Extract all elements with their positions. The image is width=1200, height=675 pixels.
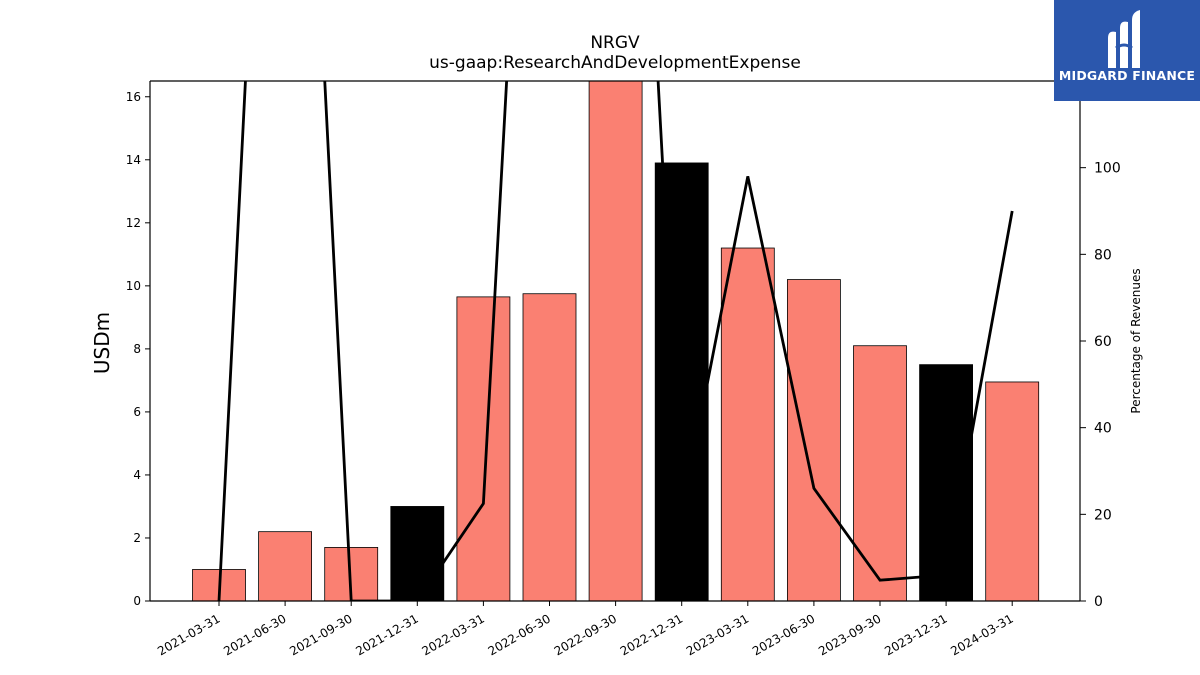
y2-tick-label: 60: [1094, 334, 1112, 350]
chart-title: NRGV: [590, 33, 640, 53]
bar: [985, 381, 1040, 602]
y-tick-label: 4: [133, 468, 141, 482]
series-line: [217, 81, 1014, 601]
y-tick-label: 0: [133, 594, 141, 608]
bar: [390, 506, 445, 602]
y2-tick-label: 40: [1094, 421, 1112, 437]
y2-tick-label: 20: [1094, 507, 1112, 523]
bar: [588, 80, 643, 602]
x-tick-label: 2023-12-31: [882, 611, 949, 658]
brand-logo: MIDGARD FINANCE: [1054, 0, 1200, 101]
y2-tick-label: 100: [1094, 161, 1121, 177]
bar: [853, 345, 907, 602]
y-tick-label: 16: [126, 90, 141, 104]
y2-tick-label: 80: [1094, 247, 1112, 263]
x-tick-label: 2022-09-30: [552, 611, 619, 658]
x-tick-label: 2022-06-30: [486, 611, 553, 658]
y2-axis-label: Percentage of Revenues: [1129, 268, 1143, 413]
x-tick-label: 2022-12-31: [618, 611, 685, 658]
logo-text: MIDGARD FINANCE: [1058, 68, 1196, 83]
x-tick-label: 2023-06-30: [750, 611, 817, 658]
bars-layer: [192, 80, 1040, 602]
midgard-logo-icon: [1108, 10, 1140, 69]
x-tick-label: 2021-06-30: [221, 611, 288, 658]
x-tick-label: 2023-09-30: [816, 611, 883, 658]
y-tick-label: 10: [126, 279, 141, 293]
x-tick-label: 2021-03-31: [155, 611, 222, 658]
bar: [787, 279, 841, 602]
x-tick-label: 2022-03-31: [419, 611, 486, 658]
bar: [919, 364, 973, 602]
bar: [522, 293, 577, 602]
bar: [456, 296, 511, 602]
bar: [258, 531, 313, 602]
y-axis-label: USDm: [90, 312, 114, 374]
x-tick-label: 2021-12-31: [353, 611, 420, 658]
y-tick-label: 2: [133, 531, 141, 545]
x-tick-label: 2024-03-31: [948, 611, 1015, 658]
bar: [654, 162, 709, 602]
y-tick-label: 12: [126, 216, 141, 230]
y-tick-label: 8: [133, 342, 141, 356]
x-tick-label: 2021-09-30: [287, 611, 354, 658]
chart-subtitle: us-gaap:ResearchAndDevelopmentExpense: [429, 53, 801, 73]
y-tick-label: 6: [133, 405, 141, 419]
y2-tick-label: 0: [1094, 594, 1103, 610]
line-layer: [217, 81, 1014, 601]
x-tick-label: 2023-03-31: [684, 611, 751, 658]
bar: [720, 247, 775, 602]
y-tick-label: 14: [126, 153, 141, 167]
